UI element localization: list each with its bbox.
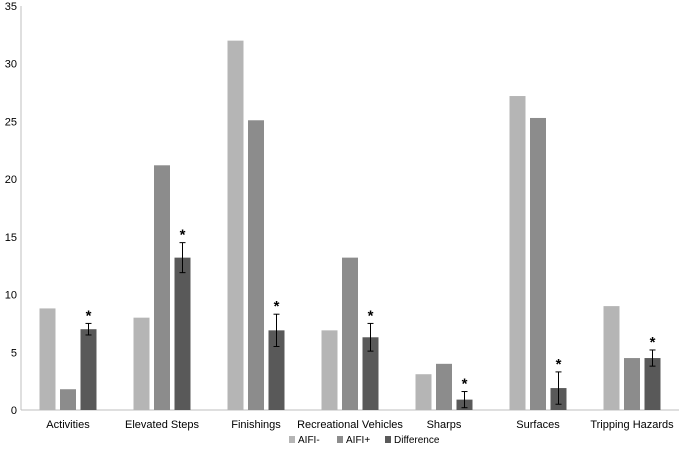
bar-aifi--surfaces [509,96,526,410]
legend-label: AIFI- [298,435,320,446]
bar-aifi--recreational-vehicles [321,330,338,410]
legend-label: Difference [394,435,440,446]
x-tick-label: Surfaces [516,419,560,431]
x-tick-label: Recreational Vehicles [297,419,403,431]
y-tick-label: 10 [5,290,17,302]
bar-difference-activities [80,329,97,410]
y-tick-label: 30 [5,59,17,71]
legend-swatch-difference [385,436,391,443]
labels: * Activities * Elevated Steps * Finishings * Re… [46,227,674,431]
x-tick-label: Elevated Steps [125,419,199,431]
bar-aifi--sharps [415,374,432,410]
legend-label: AIFI+ [346,435,370,446]
bar-difference-tripping-hazards [644,358,661,410]
axes: 0 5 10 15 20 25 30 35 [5,1,679,417]
significance-marker: * [368,307,374,324]
y-tick-label: 20 [5,174,17,186]
significance-marker: * [86,307,92,324]
bar-difference-elevated-steps [174,257,191,410]
bar-aifi--finishings [227,40,244,410]
x-tick-label: Tripping Hazards [590,419,674,431]
bar-aifi--tripping-hazards [603,306,620,410]
y-tick-label: 15 [5,232,17,244]
bar-aifi--activities [39,308,56,410]
significance-marker: * [462,376,468,393]
bar-difference-recreational-vehicles [362,337,379,410]
bar-aifi--tripping-hazards [624,358,640,410]
x-tick-label: Finishings [231,419,281,431]
bar-aifi--sharps [436,363,452,410]
significance-marker: * [180,227,186,244]
y-tick-label: 5 [11,347,17,359]
significance-marker: * [556,356,562,373]
bar-aifi--activities [60,389,76,410]
legend-swatch-aifi- [337,436,343,443]
legend: AIFI- AIFI+ Difference [289,435,440,446]
legend-swatch-aifi- [289,436,295,443]
significance-marker: * [274,298,280,315]
y-tick-label: 0 [11,405,17,417]
x-tick-label: Sharps [427,419,462,431]
bar-aifi--elevated-steps [154,165,170,410]
bar-aifi--surfaces [530,117,546,411]
bar-aifi--elevated-steps [133,317,150,410]
significance-marker: * [650,334,656,351]
y-tick-label: 35 [5,1,17,13]
bar-aifi--finishings [248,120,264,410]
y-tick-label: 25 [5,116,17,128]
bar-difference-finishings [268,330,285,410]
x-tick-label: Activities [46,419,90,431]
bars [39,40,661,411]
bar-aifi--recreational-vehicles [342,257,358,410]
